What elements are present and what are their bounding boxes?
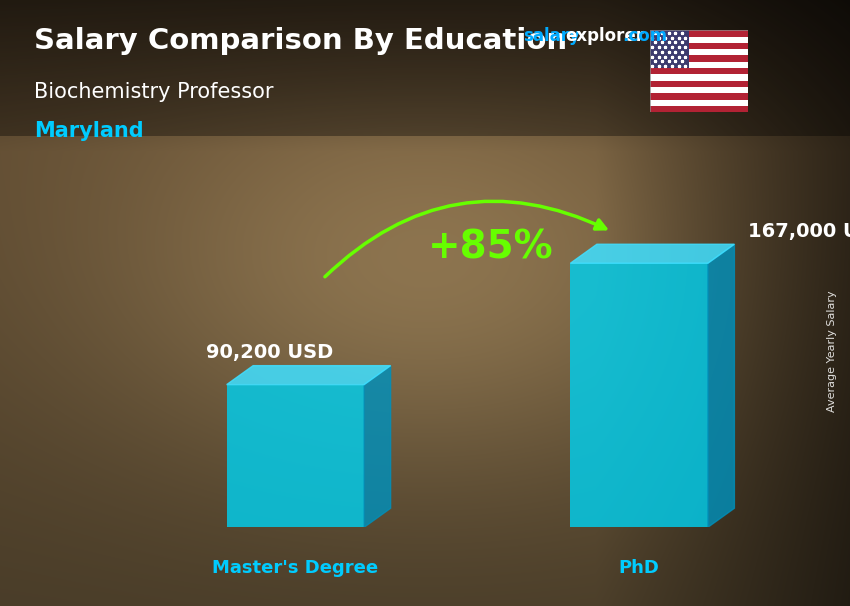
Bar xyxy=(650,30,748,36)
Bar xyxy=(227,385,364,527)
Text: 167,000 USD: 167,000 USD xyxy=(748,222,850,241)
Text: +85%: +85% xyxy=(428,228,554,266)
Bar xyxy=(650,99,748,106)
Polygon shape xyxy=(364,365,391,527)
Text: .com: .com xyxy=(622,27,667,45)
Bar xyxy=(650,49,748,56)
Text: PhD: PhD xyxy=(619,559,660,577)
Bar xyxy=(650,81,748,87)
Bar xyxy=(650,68,748,75)
Bar xyxy=(0,0,850,136)
Polygon shape xyxy=(227,365,391,385)
Text: Biochemistry Professor: Biochemistry Professor xyxy=(34,82,274,102)
Polygon shape xyxy=(708,244,734,527)
Text: Salary Comparison By Education: Salary Comparison By Education xyxy=(34,27,567,55)
FancyArrowPatch shape xyxy=(325,201,606,277)
Text: Average Yearly Salary: Average Yearly Salary xyxy=(827,291,837,412)
Text: Master's Degree: Master's Degree xyxy=(212,559,378,577)
Text: salary: salary xyxy=(523,27,580,45)
Bar xyxy=(650,106,748,112)
Bar xyxy=(650,75,748,81)
Bar xyxy=(650,30,689,68)
Bar xyxy=(650,93,748,99)
Polygon shape xyxy=(570,244,734,263)
Bar xyxy=(650,62,748,68)
Text: 90,200 USD: 90,200 USD xyxy=(206,344,332,362)
Text: explorer: explorer xyxy=(565,27,644,45)
Text: Maryland: Maryland xyxy=(34,121,144,141)
Bar xyxy=(570,263,708,527)
Bar xyxy=(650,87,748,93)
Bar xyxy=(650,43,748,49)
Bar xyxy=(650,56,748,62)
Bar xyxy=(650,36,748,43)
